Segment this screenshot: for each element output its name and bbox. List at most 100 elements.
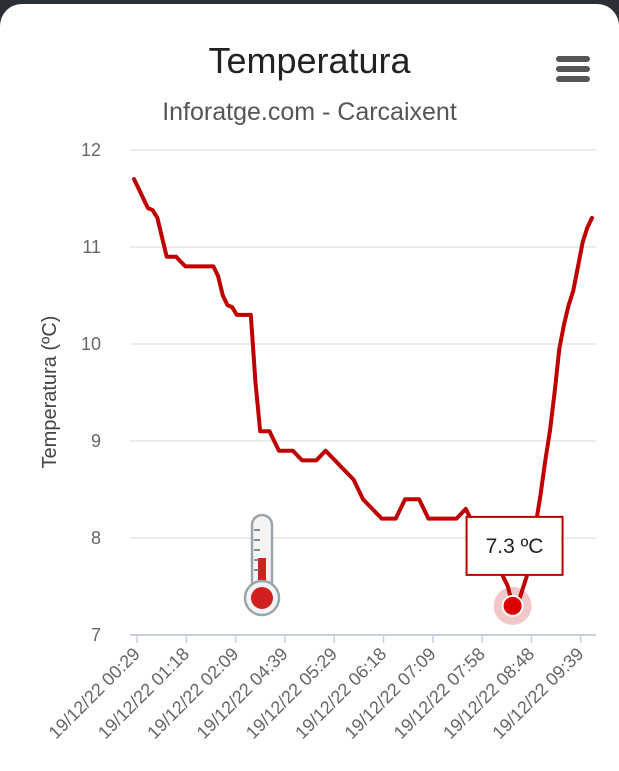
data-point[interactable] (464, 507, 468, 511)
data-point[interactable] (300, 458, 304, 462)
data-point[interactable] (347, 473, 351, 477)
data-point[interactable] (230, 305, 234, 309)
data-point[interactable] (160, 235, 164, 239)
data-point[interactable] (576, 264, 580, 268)
data-point[interactable] (282, 449, 286, 453)
data-point[interactable] (408, 497, 412, 501)
data-point[interactable] (174, 255, 178, 259)
data-point[interactable] (179, 260, 183, 264)
data-point[interactable] (342, 468, 346, 472)
data-point[interactable] (394, 517, 398, 521)
data-point[interactable] (398, 507, 402, 511)
data-point[interactable] (338, 463, 342, 467)
data-point[interactable] (440, 517, 444, 521)
data-point[interactable] (183, 264, 187, 268)
data-point[interactable] (380, 517, 384, 521)
data-point[interactable] (249, 313, 253, 317)
data-point[interactable] (324, 449, 328, 453)
data-point[interactable] (557, 347, 561, 351)
y-axis-ticks: 7 8 9 10 11 12 (81, 140, 101, 645)
data-point[interactable] (291, 449, 295, 453)
data-point[interactable] (207, 264, 211, 268)
data-point[interactable] (286, 449, 290, 453)
data-point[interactable] (137, 187, 141, 191)
data-point[interactable] (543, 458, 547, 462)
chart-title: Temperatura (208, 40, 411, 81)
y-tick-label: 8 (91, 528, 101, 548)
data-point[interactable] (328, 454, 332, 458)
data-point[interactable] (417, 497, 421, 501)
data-point[interactable] (352, 478, 356, 482)
data-point[interactable] (254, 381, 258, 385)
data-point[interactable] (426, 517, 430, 521)
data-point[interactable] (585, 226, 589, 230)
data-point[interactable] (445, 517, 449, 521)
data-point[interactable] (548, 429, 552, 433)
data-point[interactable] (193, 264, 197, 268)
data-point[interactable] (211, 264, 215, 268)
data-point[interactable] (361, 497, 365, 501)
data-point[interactable] (244, 313, 248, 317)
y-tick-label: 11 (82, 237, 101, 257)
data-point[interactable] (581, 240, 585, 244)
data-point[interactable] (314, 458, 318, 462)
data-point[interactable] (567, 303, 571, 307)
data-point[interactable] (375, 512, 379, 516)
data-point[interactable] (539, 492, 543, 496)
data-point[interactable] (151, 208, 155, 212)
hamburger-menu-icon[interactable] (552, 52, 596, 86)
data-point[interactable] (132, 177, 136, 181)
data-point[interactable] (366, 502, 370, 506)
data-point[interactable] (268, 429, 272, 433)
data-point[interactable] (258, 429, 262, 433)
data-point[interactable] (221, 294, 225, 298)
data-point[interactable] (370, 507, 374, 511)
data-point[interactable] (235, 313, 239, 317)
menu-bar (556, 56, 590, 62)
data-point[interactable] (165, 255, 169, 259)
data-point[interactable] (169, 255, 173, 259)
data-point[interactable] (216, 274, 220, 278)
y-tick-label: 7 (91, 625, 101, 645)
data-point[interactable] (436, 517, 440, 521)
highlighted-point[interactable] (501, 594, 524, 617)
menu-bar (556, 76, 590, 82)
data-point[interactable] (277, 449, 281, 453)
data-point[interactable] (310, 458, 314, 462)
data-point[interactable] (197, 264, 201, 268)
data-point[interactable] (155, 216, 159, 220)
y-axis-title: Temperatura (ºC) (39, 316, 61, 469)
data-point[interactable] (562, 323, 566, 327)
data-point[interactable] (141, 197, 145, 201)
data-point[interactable] (431, 517, 435, 521)
data-point[interactable] (422, 507, 426, 511)
tooltip-box (465, 515, 564, 576)
data-point[interactable] (459, 512, 463, 516)
y-tick-label: 12 (81, 140, 101, 160)
data-point[interactable] (590, 216, 594, 220)
menu-bar (556, 66, 590, 72)
data-point[interactable] (455, 517, 459, 521)
data-point[interactable] (296, 454, 300, 458)
data-point[interactable] (571, 289, 575, 293)
tooltip: 7.3 ºC (465, 515, 564, 576)
data-point[interactable] (226, 303, 230, 307)
data-point[interactable] (240, 313, 244, 317)
chart-subtitle: Inforatge.com - Carcaixent (162, 98, 457, 126)
data-point[interactable] (319, 454, 323, 458)
data-point[interactable] (188, 264, 192, 268)
data-point[interactable] (384, 517, 388, 521)
data-point[interactable] (450, 517, 454, 521)
data-point[interactable] (333, 458, 337, 462)
data-point[interactable] (412, 497, 416, 501)
data-point[interactable] (305, 458, 309, 462)
data-point[interactable] (403, 497, 407, 501)
data-point[interactable] (146, 206, 150, 210)
data-point[interactable] (202, 264, 206, 268)
data-point[interactable] (553, 391, 557, 395)
data-point[interactable] (272, 439, 276, 443)
data-point[interactable] (389, 517, 393, 521)
data-point[interactable] (356, 488, 360, 492)
chart-card: Temperatura Inforatge.com - Carcaixent (0, 4, 619, 771)
data-point[interactable] (263, 429, 267, 433)
